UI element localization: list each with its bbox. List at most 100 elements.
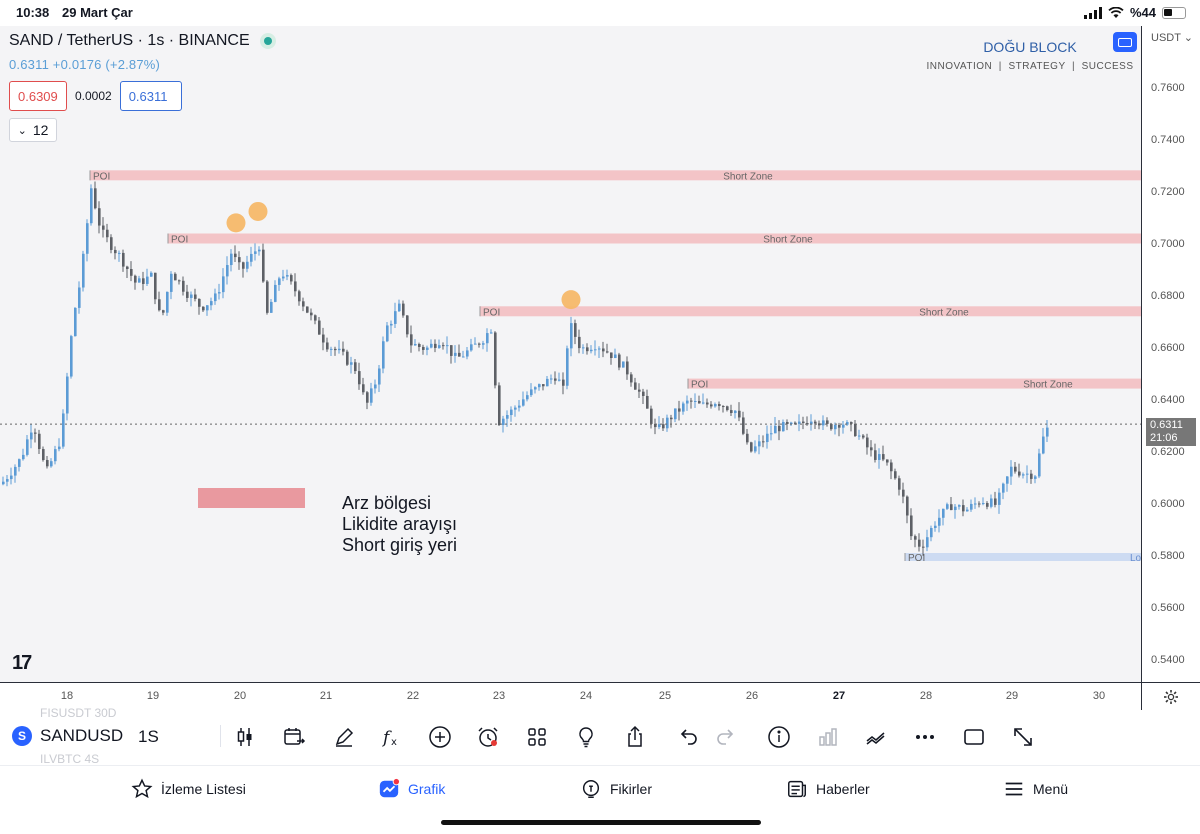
candle-body — [650, 408, 653, 424]
status-indicators: %44 — [1083, 5, 1186, 20]
bottom-toolbar — [0, 710, 1200, 765]
candle-body — [2, 481, 5, 485]
sell-button[interactable]: 0.6309 — [9, 81, 67, 111]
more-button[interactable] — [911, 723, 939, 751]
price-tick: 0.7400 — [1151, 134, 1185, 146]
indicators-toggle[interactable]: ⌄ 12 — [9, 118, 57, 142]
time-tick: 27 — [832, 690, 846, 702]
select-tool-button[interactable] — [960, 723, 988, 751]
tab-chart[interactable]: Grafik — [378, 778, 445, 800]
candle-body — [562, 379, 565, 386]
candle-body — [366, 392, 369, 403]
candle-body — [906, 496, 909, 516]
candle-body — [1022, 474, 1025, 476]
candle-body — [342, 348, 345, 352]
candle-body — [958, 505, 961, 507]
share-button[interactable] — [621, 723, 649, 751]
price-tick: 0.7000 — [1151, 238, 1185, 250]
candle-body — [190, 294, 193, 298]
candle-body — [690, 400, 693, 402]
candle-body — [482, 343, 485, 345]
ghost-symbol: FISUSDT 30D — [40, 706, 117, 720]
tab-menu[interactable]: Menü — [1003, 778, 1068, 800]
candle-body — [62, 413, 65, 447]
fullscreen-button[interactable] — [1009, 723, 1037, 751]
svg-text:x: x — [391, 737, 397, 748]
symbol-info-button[interactable] — [765, 723, 793, 751]
tab-watchlist[interactable]: İzleme Listesi — [131, 778, 246, 800]
price-tick: 0.6200 — [1151, 446, 1185, 458]
redo-button[interactable] — [712, 723, 740, 751]
currency-selector[interactable]: USDT ⌄ — [1151, 32, 1194, 44]
bar-chart-icon — [819, 728, 837, 746]
candle-body — [462, 356, 465, 358]
undo-button[interactable] — [674, 723, 702, 751]
candle-body — [510, 409, 513, 416]
data-window-button[interactable] — [814, 723, 842, 751]
candle-body — [810, 421, 813, 425]
square-icon — [964, 729, 984, 745]
candle-body — [618, 354, 621, 368]
price-axis[interactable] — [1141, 26, 1200, 682]
candle-body — [738, 410, 741, 418]
candle-body — [734, 410, 737, 414]
candle-body — [574, 323, 577, 337]
chart-settings-button[interactable] — [1141, 682, 1200, 710]
candle-body — [674, 408, 677, 420]
time-axis[interactable] — [0, 682, 1141, 710]
candle-body — [846, 422, 849, 425]
candle-body — [386, 325, 389, 342]
ideas-button[interactable] — [572, 723, 600, 751]
add-button[interactable] — [426, 723, 454, 751]
candle-body — [710, 404, 713, 407]
tab-news[interactable]: Haberler — [786, 778, 870, 800]
tab-ideas[interactable]: Fikirler — [580, 778, 652, 800]
candle-body — [926, 537, 929, 548]
candle-body — [826, 420, 829, 424]
timeframe-button[interactable]: 1S — [138, 727, 159, 746]
candle-body — [6, 479, 9, 482]
candle-body — [774, 425, 777, 434]
candle-body — [490, 332, 493, 334]
quote-row: 0.6309 0.0002 0.6311 — [9, 81, 182, 111]
symbol-name: SANDUSD — [40, 726, 124, 745]
compare-button[interactable] — [280, 723, 308, 751]
candle-body — [46, 460, 49, 467]
candle-body — [1014, 466, 1017, 472]
time-tick: 22 — [406, 690, 420, 702]
candle-body — [606, 351, 609, 353]
candle-body — [530, 389, 533, 396]
candle-body — [298, 291, 301, 302]
alert-button[interactable] — [474, 723, 502, 751]
candle-body — [802, 421, 805, 424]
legend-values: 0.6311 +0.0176 (+2.87%) — [9, 57, 161, 72]
candle-body — [954, 506, 957, 511]
chart-pane[interactable]: POI Short Zone POI Short Zone POI Short Zone P… — [0, 26, 1141, 682]
candle-body — [394, 311, 397, 324]
wifi-icon — [1108, 6, 1124, 18]
candle-body — [686, 400, 689, 404]
market-open-icon — [259, 33, 276, 49]
layouts-button[interactable] — [523, 723, 551, 751]
candle-body — [518, 405, 521, 408]
candle-body — [90, 188, 93, 224]
buy-button[interactable]: 0.6311 — [119, 81, 182, 111]
candlestick-chart[interactable]: POI Short Zone POI Short Zone POI Short Zone P… — [0, 26, 1141, 682]
candle-body — [626, 361, 629, 375]
candle-body — [454, 352, 457, 356]
candle-body — [142, 278, 145, 284]
chart-type-button[interactable] — [231, 723, 259, 751]
symbol-legend[interactable]: SAND / TetherUS · 1s · BINANCE — [9, 32, 276, 50]
candle-body — [194, 294, 197, 299]
status-date: 29 Mart Çar — [62, 5, 133, 20]
candle-body — [806, 423, 809, 425]
candle-body — [890, 462, 893, 472]
candle-body — [442, 345, 445, 347]
symbol-search-button[interactable]: S SANDUSD — [12, 726, 123, 746]
time-tick: 18 — [60, 690, 74, 702]
layout-button[interactable] — [1113, 32, 1137, 52]
candle-body — [266, 281, 269, 313]
trading-button[interactable] — [862, 723, 890, 751]
drawing-tools-button[interactable] — [330, 723, 358, 751]
